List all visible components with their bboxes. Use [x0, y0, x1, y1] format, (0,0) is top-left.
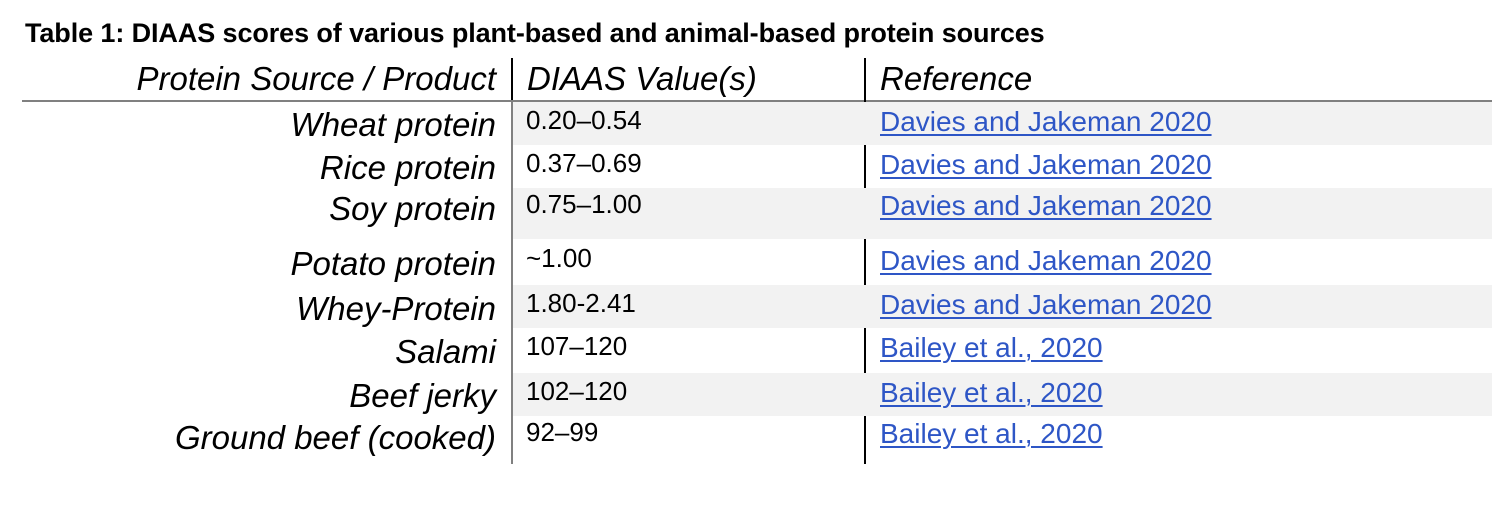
protein-source: Potato protein — [290, 245, 496, 282]
table-row: Beef jerky 102–120 Bailey et al., 2020 — [22, 373, 1492, 416]
reference-link[interactable]: Davies and Jakeman 2020 — [880, 190, 1212, 221]
reference-link[interactable]: Davies and Jakeman 2020 — [880, 245, 1212, 276]
reference-link[interactable]: Davies and Jakeman 2020 — [880, 289, 1212, 320]
table-row: Whey-Protein 1.80-2.41 Davies and Jakema… — [22, 285, 1492, 328]
header-protein-source: Protein Source / Product — [136, 60, 496, 97]
header-diaas-values: DIAAS Value(s) — [527, 60, 757, 97]
protein-source: Salami — [395, 333, 496, 370]
reference-link[interactable]: Bailey et al., 2020 — [880, 332, 1103, 363]
diaas-value: 0.37–0.69 — [526, 148, 642, 178]
reference-link[interactable]: Davies and Jakeman 2020 — [880, 149, 1212, 180]
table-row: Soy protein 0.75–1.00 Davies and Jakeman… — [22, 188, 1492, 239]
reference-link[interactable]: Bailey et al., 2020 — [880, 418, 1103, 449]
protein-source: Whey-Protein — [296, 290, 496, 327]
diaas-value: 0.20–0.54 — [526, 105, 642, 135]
table-row: Ground beef (cooked) 92–99 Bailey et al.… — [22, 416, 1492, 460]
diaas-table: Protein Source / Product DIAAS Value(s) … — [22, 58, 1492, 464]
table-caption: Table 1: DIAAS scores of various plant-b… — [25, 18, 1045, 48]
diaas-value: 107–120 — [526, 331, 628, 361]
column-divider — [511, 102, 513, 464]
table-body: Wheat protein 0.20–0.54 Davies and Jakem… — [22, 102, 1492, 464]
header-reference: Reference — [880, 60, 1033, 97]
reference-link[interactable]: Bailey et al., 2020 — [880, 377, 1103, 408]
table-row: Rice protein 0.37–0.69 Davies and Jakema… — [22, 145, 1492, 188]
diaas-value: ~1.00 — [526, 243, 592, 273]
table-header-row: Protein Source / Product DIAAS Value(s) … — [22, 58, 1492, 462]
table-row: Wheat protein 0.20–0.54 Davies and Jakem… — [22, 102, 1492, 145]
column-divider — [511, 58, 513, 100]
protein-source: Soy protein — [329, 190, 496, 227]
table-row: Salami 107–120 Bailey et al., 2020 — [22, 328, 1492, 373]
protein-source: Rice protein — [319, 149, 496, 186]
protein-source: Ground beef (cooked) — [174, 419, 496, 456]
diaas-value: 1.80-2.41 — [526, 288, 636, 318]
reference-link[interactable]: Davies and Jakeman 2020 — [880, 106, 1212, 137]
protein-source: Beef jerky — [349, 377, 496, 414]
diaas-value: 0.75–1.00 — [526, 189, 642, 219]
protein-source: Wheat protein — [290, 106, 496, 143]
diaas-value: 102–120 — [526, 376, 628, 406]
diaas-value: 92–99 — [526, 417, 599, 447]
column-divider — [864, 102, 866, 464]
table-row: Potato protein ~1.00 Davies and Jakeman … — [22, 239, 1492, 285]
